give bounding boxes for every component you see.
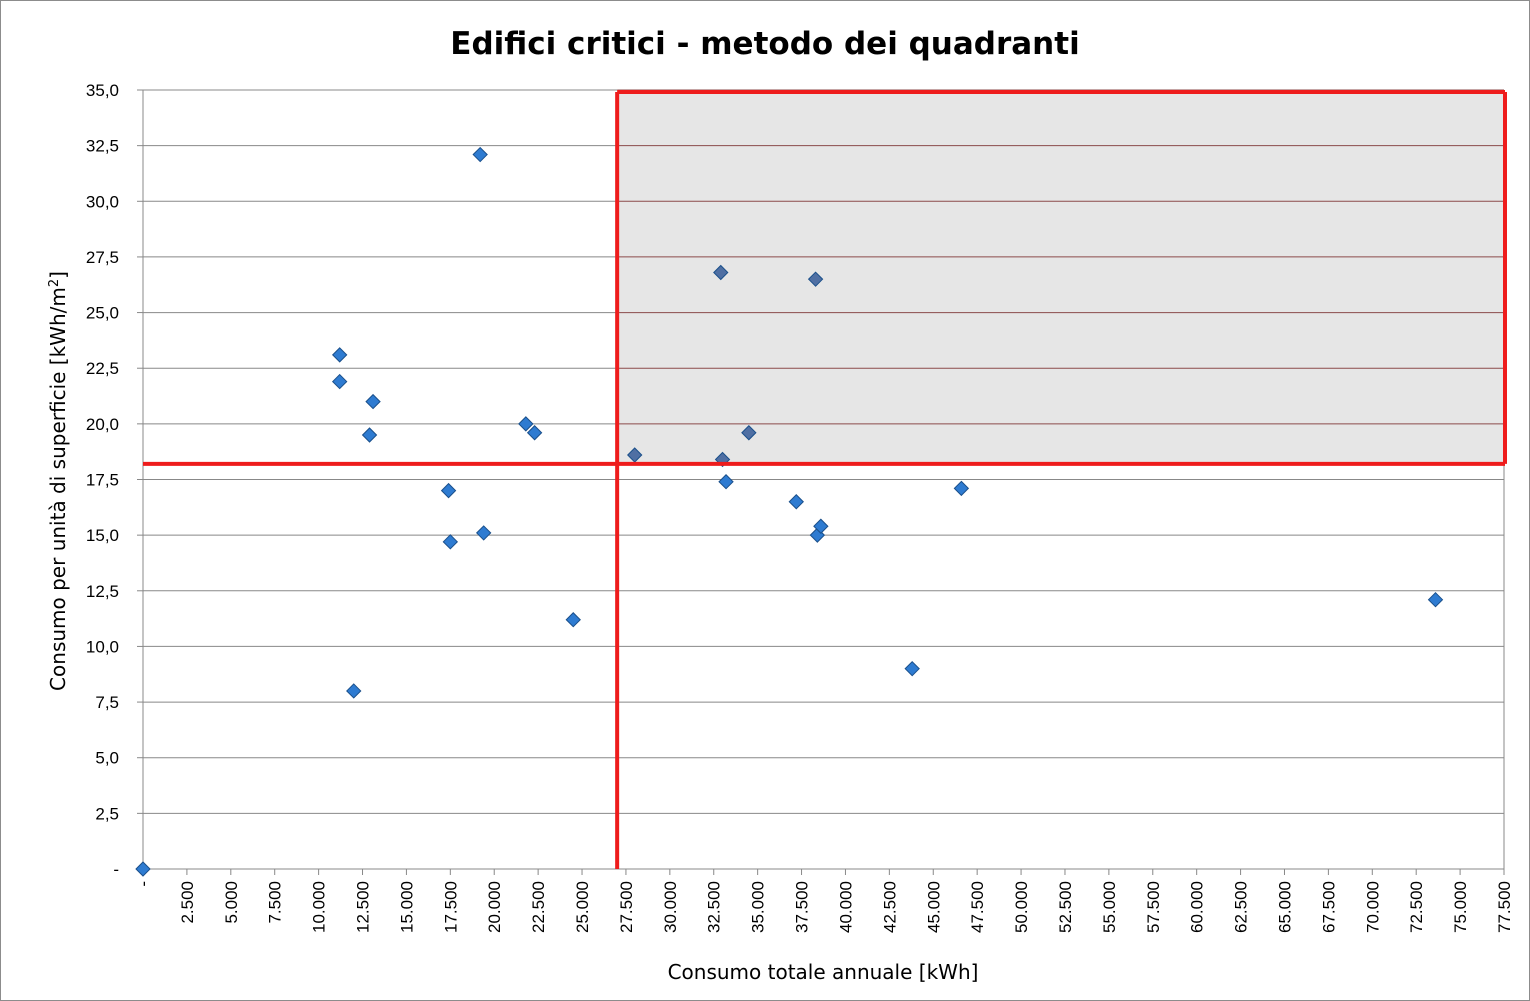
x-tick-label: 47.500 [968, 881, 987, 933]
y-tick-label: 12,5 [86, 582, 119, 601]
x-tick-label: 45.000 [924, 881, 943, 933]
y-tick-label: 10,0 [86, 637, 119, 656]
data-point [331, 373, 348, 390]
data-point [741, 425, 757, 441]
data-point [953, 480, 970, 497]
x-tick-label: 77.500 [1495, 881, 1514, 933]
data-point [713, 264, 729, 281]
x-tick-label: 20.000 [485, 881, 504, 933]
data-point [565, 612, 581, 628]
data-point [346, 683, 362, 699]
x-tick-label: 60.000 [1188, 881, 1207, 933]
x-tick-label: 67.500 [1319, 881, 1338, 933]
y-tick-label: - [113, 860, 119, 879]
x-tick-label: 15.000 [397, 881, 416, 933]
data-point [472, 146, 488, 163]
data-point [904, 660, 920, 677]
x-tick-label: 7.500 [266, 881, 285, 924]
data-point [788, 494, 804, 510]
x-tick-label: 27.500 [617, 881, 636, 933]
x-tick-label: 70.000 [1363, 881, 1382, 933]
data-point [361, 427, 378, 443]
data-point [1427, 591, 1444, 608]
x-tick-label: 30.000 [661, 881, 680, 933]
x-tick-label: 57.500 [1144, 881, 1163, 933]
x-tick-label: 10.000 [310, 881, 329, 933]
data-point [809, 527, 826, 543]
y-tick-label: 25,0 [86, 304, 119, 323]
y-tick-label: 17,5 [86, 471, 119, 490]
data-point [135, 861, 151, 877]
y-tick-label: 30,0 [86, 192, 119, 211]
data-point [440, 482, 457, 499]
data-point [331, 347, 348, 363]
x-tick-label: 32.500 [705, 881, 724, 933]
y-axis-title-end: ] [46, 271, 70, 279]
gridlines [143, 89, 1504, 814]
y-tick-label: 35,0 [86, 81, 119, 100]
x-tick-label: 52.500 [1056, 881, 1075, 933]
data-point [526, 425, 543, 441]
data-point [365, 393, 381, 410]
quadrant-critical-area [617, 92, 1504, 464]
data-point [518, 416, 534, 432]
y-tick-label: 5,0 [95, 749, 119, 768]
x-axis-ticks: - 2.500 5.000 7.500 10.000 12.500 15.000 17.500… [134, 869, 1514, 933]
x-tick-label: 5.000 [222, 881, 241, 924]
x-axis-title: Consumo totale annuale [kWh] [668, 960, 979, 984]
data-points [135, 146, 1444, 877]
data-point [442, 534, 459, 550]
x-tick-label: 35.000 [749, 881, 768, 933]
x-tick-label: 55.000 [1100, 881, 1119, 933]
data-point [813, 518, 829, 534]
y-tick-label: 32,5 [86, 137, 119, 156]
y-axis-title-main: Consumo per unità di superficie [kWh/m [46, 287, 70, 691]
y-axis-title-superscript: 2 [47, 279, 62, 287]
y-tick-label: 15,0 [86, 526, 119, 545]
x-tick-label: 65.000 [1275, 881, 1294, 933]
quadrant-lines [143, 90, 1507, 869]
y-tick-label: 22,5 [86, 359, 119, 378]
y-tick-label: 7,5 [95, 693, 119, 712]
chart-title: Edifici critici - metodo dei quadranti [450, 26, 1079, 62]
y-axis-ticks: - 2,5 5,0 7,5 10,0 12,5 15,0 17,5 20,0 22,5 25,0 27… [86, 81, 143, 879]
y-tick-label: 2,5 [95, 804, 119, 823]
x-tick-label: 2.500 [178, 881, 197, 924]
y-tick-label: 20,0 [86, 415, 119, 434]
x-tick-label: 17.500 [441, 881, 460, 933]
x-tick-label: 72.500 [1407, 881, 1426, 933]
data-point [718, 474, 734, 490]
x-tick-label: 40.000 [836, 881, 855, 933]
data-point [475, 525, 492, 541]
x-tick-label: 62.500 [1232, 881, 1251, 933]
x-tick-label: - [134, 881, 153, 887]
x-tick-label: 25.000 [573, 881, 592, 933]
data-point [807, 271, 824, 287]
y-tick-label: 27,5 [86, 248, 119, 267]
x-tick-label: 22.500 [529, 881, 548, 933]
y-axis-title: Consumo per unità di superficie [kWh/m2] [46, 271, 70, 691]
x-tick-label: 37.500 [793, 881, 812, 933]
x-tick-label: 42.500 [880, 881, 899, 933]
x-tick-label: 75.000 [1451, 881, 1470, 933]
x-tick-label: 50.000 [1012, 881, 1031, 933]
x-tick-label: 12.500 [354, 881, 373, 933]
